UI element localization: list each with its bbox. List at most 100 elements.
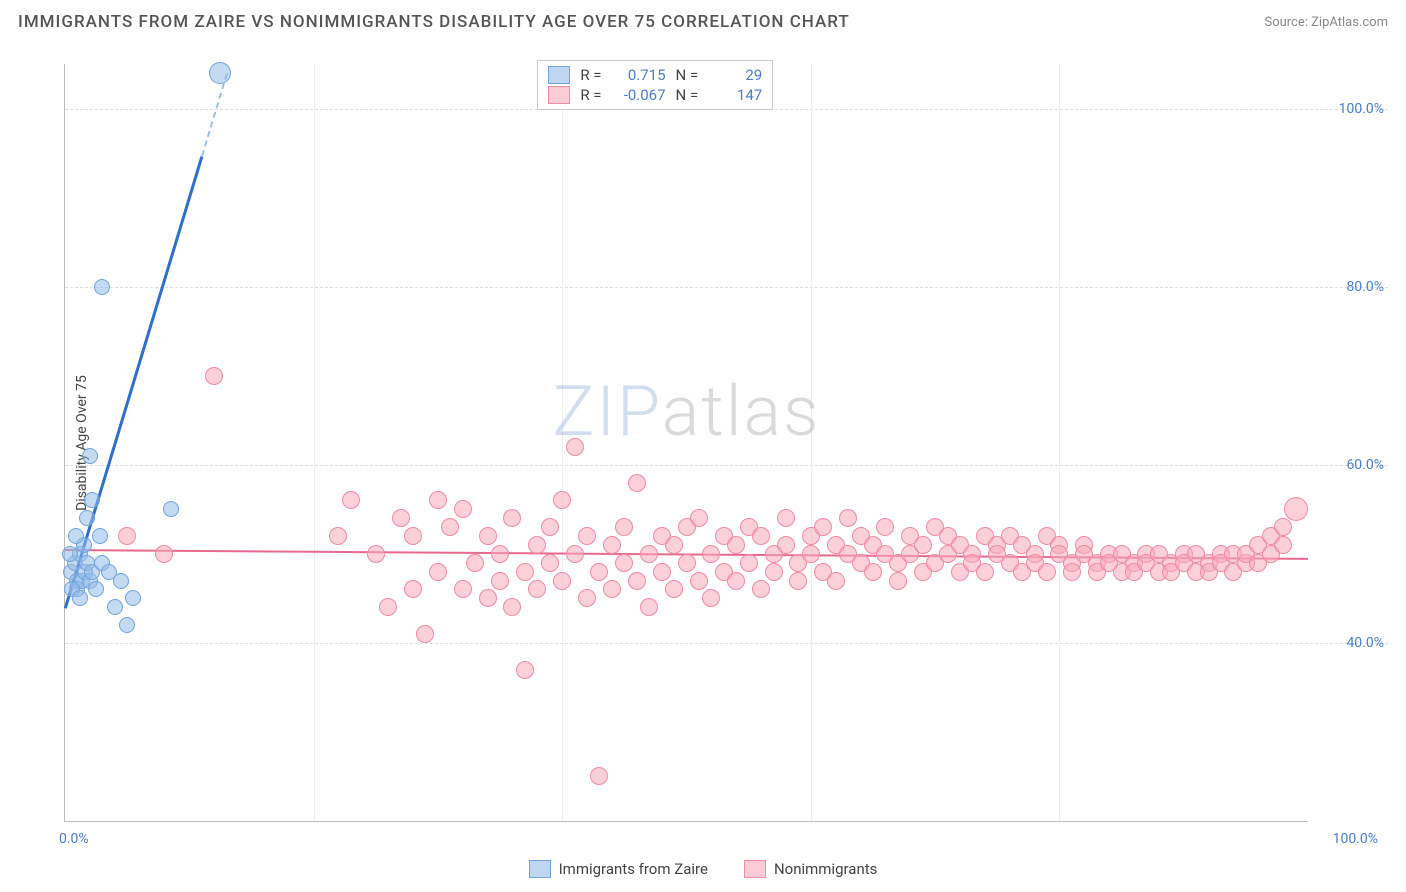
gridline-v bbox=[314, 64, 315, 821]
point-pink bbox=[752, 527, 770, 545]
point-pink bbox=[640, 545, 658, 563]
point-pink bbox=[342, 491, 360, 509]
point-pink bbox=[615, 554, 633, 572]
point-pink bbox=[690, 572, 708, 590]
y-tick-label: 60.0% bbox=[1346, 457, 1384, 473]
r-value: -0.067 bbox=[612, 86, 666, 104]
legend-item-pink: Nonimmigrants bbox=[744, 860, 877, 878]
y-tick-label: 40.0% bbox=[1346, 635, 1384, 651]
point-pink bbox=[416, 625, 434, 643]
gridline-h bbox=[65, 287, 1388, 288]
point-pink bbox=[976, 563, 994, 581]
point-pink bbox=[454, 500, 472, 518]
point-blue bbox=[68, 528, 84, 544]
point-pink bbox=[429, 563, 447, 581]
point-blue bbox=[79, 510, 95, 526]
r-value: 0.715 bbox=[612, 66, 666, 84]
point-pink bbox=[553, 572, 571, 590]
point-pink bbox=[653, 563, 671, 581]
point-blue bbox=[72, 590, 88, 606]
watermark: ZIPatlas bbox=[552, 371, 820, 453]
r-label: R = bbox=[580, 86, 601, 104]
point-pink bbox=[814, 518, 832, 536]
point-blue bbox=[113, 573, 129, 589]
point-pink bbox=[827, 572, 845, 590]
point-pink bbox=[690, 509, 708, 527]
point-blue bbox=[92, 528, 108, 544]
point-pink bbox=[566, 438, 584, 456]
correlation-legend: R =0.715N =29R =-0.067N =147 bbox=[537, 60, 773, 110]
point-pink bbox=[839, 509, 857, 527]
point-pink bbox=[503, 598, 521, 616]
swatch-blue-icon bbox=[548, 66, 570, 84]
point-pink bbox=[329, 527, 347, 545]
point-pink bbox=[392, 509, 410, 527]
legend-row: R =-0.067N =147 bbox=[548, 85, 762, 105]
legend-row: R =0.715N =29 bbox=[548, 65, 762, 85]
point-pink bbox=[727, 572, 745, 590]
plot-area: ZIPatlas R =0.715N =29R =-0.067N =147 0.… bbox=[64, 64, 1308, 822]
point-pink bbox=[429, 491, 447, 509]
gridline-v bbox=[1059, 64, 1060, 821]
point-pink bbox=[441, 518, 459, 536]
point-pink bbox=[553, 491, 571, 509]
point-pink bbox=[777, 536, 795, 554]
legend-item-blue: Immigrants from Zaire bbox=[529, 860, 708, 878]
x-tick-min: 0.0% bbox=[59, 831, 89, 847]
chart-container: Disability Age Over 75 ZIPatlas R =0.715… bbox=[18, 44, 1388, 842]
point-pink bbox=[590, 767, 608, 785]
point-pink bbox=[466, 554, 484, 572]
point-pink bbox=[777, 509, 795, 527]
point-pink bbox=[118, 527, 136, 545]
y-tick-label: 80.0% bbox=[1346, 279, 1384, 295]
point-pink bbox=[740, 554, 758, 572]
point-pink bbox=[479, 589, 497, 607]
point-pink bbox=[665, 536, 683, 554]
series-legend: Immigrants from Zaire Nonimmigrants bbox=[0, 860, 1406, 878]
point-pink bbox=[541, 518, 559, 536]
n-value: 29 bbox=[708, 66, 762, 84]
point-blue bbox=[84, 492, 100, 508]
point-pink bbox=[702, 589, 720, 607]
point-pink bbox=[640, 598, 658, 616]
swatch-blue-icon bbox=[529, 860, 551, 878]
gridline-v bbox=[811, 64, 812, 821]
point-pink bbox=[789, 572, 807, 590]
point-pink bbox=[1274, 518, 1292, 536]
point-pink bbox=[1274, 536, 1292, 554]
point-pink bbox=[528, 580, 546, 598]
point-pink bbox=[603, 580, 621, 598]
point-blue bbox=[88, 581, 104, 597]
trend-line-blue-dash bbox=[201, 74, 228, 157]
point-pink bbox=[516, 661, 534, 679]
point-pink bbox=[566, 545, 584, 563]
watermark-atlas: atlas bbox=[662, 371, 821, 453]
y-tick-label: 100.0% bbox=[1339, 101, 1384, 117]
gridline-v bbox=[562, 64, 563, 821]
n-label: N = bbox=[676, 66, 699, 84]
point-pink bbox=[155, 545, 173, 563]
point-pink bbox=[727, 536, 745, 554]
gridline-h bbox=[65, 465, 1388, 466]
point-pink bbox=[615, 518, 633, 536]
point-pink bbox=[379, 598, 397, 616]
point-blue bbox=[163, 501, 179, 517]
point-pink bbox=[889, 572, 907, 590]
point-pink bbox=[752, 580, 770, 598]
point-pink bbox=[404, 527, 422, 545]
point-blue bbox=[209, 62, 231, 84]
point-pink bbox=[864, 563, 882, 581]
point-pink bbox=[628, 474, 646, 492]
point-pink bbox=[528, 536, 546, 554]
point-blue bbox=[125, 590, 141, 606]
point-pink bbox=[765, 563, 783, 581]
point-pink bbox=[590, 563, 608, 581]
gridline-h bbox=[65, 643, 1388, 644]
point-pink bbox=[541, 554, 559, 572]
swatch-pink-icon bbox=[548, 86, 570, 104]
point-pink bbox=[628, 572, 646, 590]
point-pink bbox=[702, 545, 720, 563]
point-pink bbox=[479, 527, 497, 545]
point-pink bbox=[1063, 563, 1081, 581]
source-label: Source: ZipAtlas.com bbox=[1264, 15, 1388, 30]
